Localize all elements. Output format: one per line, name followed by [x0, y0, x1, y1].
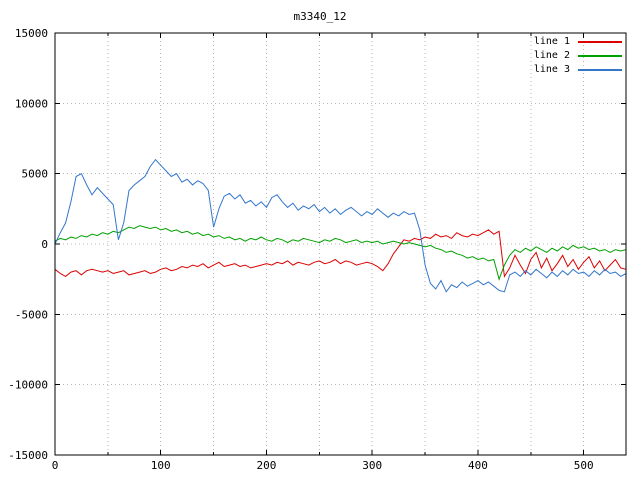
legend-item: line 1 [534, 36, 622, 47]
x-tick-label: 400 [468, 459, 488, 472]
x-tick-label: 0 [52, 459, 59, 472]
y-tick-label: 0 [41, 238, 48, 251]
legend-label: line 2 [533, 50, 570, 61]
y-tick-label: 5000 [22, 168, 49, 181]
y-tick-label: 10000 [15, 97, 48, 110]
legend-line-sample [578, 68, 622, 71]
legend-label: line 3 [533, 64, 570, 75]
legend-item: line 3 [534, 64, 622, 75]
series-line [54, 158, 627, 293]
legend-label: line 1 [533, 36, 570, 47]
plot-border [54, 32, 627, 456]
x-tick-label: 100 [151, 459, 171, 472]
legend-line-sample [578, 40, 622, 43]
x-tick-label: 300 [362, 459, 382, 472]
y-tick-label: -5000 [15, 308, 48, 321]
legend-item: line 2 [534, 50, 622, 61]
series-line [54, 229, 627, 278]
x-tick-label: 200 [257, 459, 277, 472]
y-tick-label: 15000 [15, 27, 48, 40]
series-line [54, 225, 627, 281]
chart-title: m3340_12 [293, 10, 347, 23]
legend-line-sample [578, 54, 622, 57]
legend: line 1 line 2 line 3 [534, 36, 622, 75]
y-tick-label: -15000 [8, 449, 48, 462]
y-tick-label: -10000 [8, 379, 48, 392]
x-tick-label: 500 [574, 459, 594, 472]
